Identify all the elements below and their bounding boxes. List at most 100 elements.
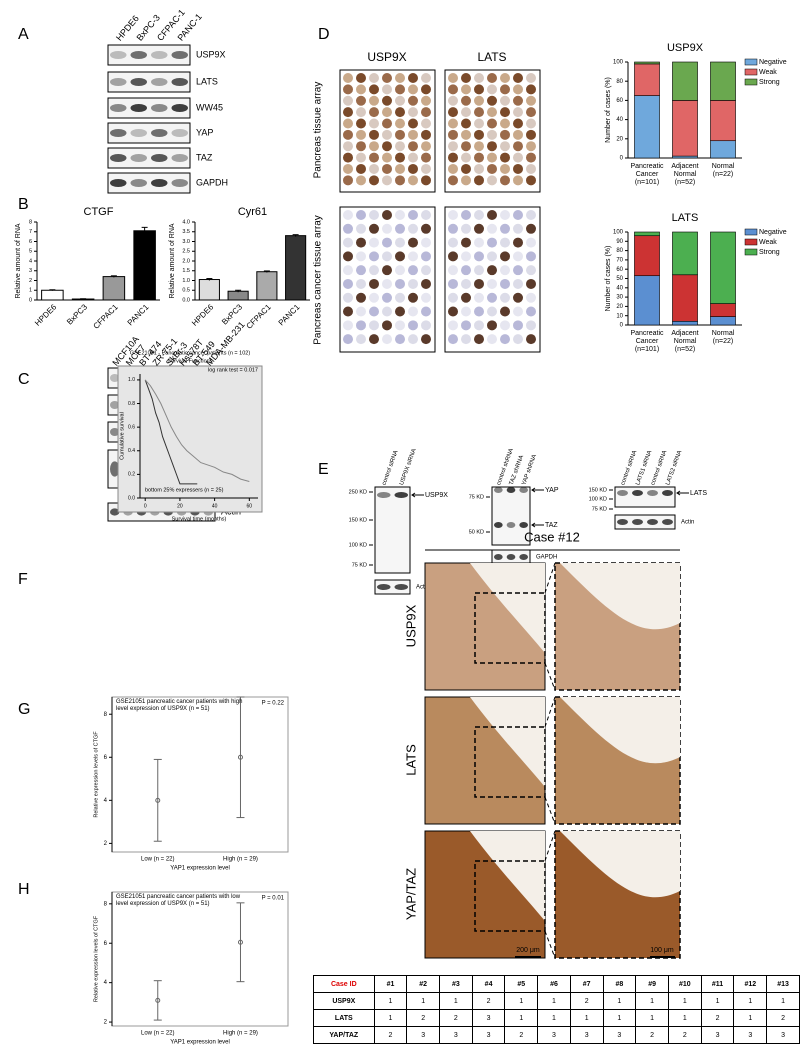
tissue-core	[487, 251, 497, 262]
bar	[41, 289, 64, 301]
tissue-core	[487, 73, 497, 83]
bar-segment	[710, 61, 736, 101]
y-tick-label: 2.5	[182, 249, 190, 255]
tissue-core	[487, 265, 497, 276]
legend-label: Negative	[759, 59, 787, 66]
y-tick-label: 1.0	[182, 278, 190, 284]
x-axis-label: YAP1 expression level	[170, 866, 230, 872]
tissue-core	[461, 129, 471, 140]
table-row: USP9X 1 1 1 2 1 1 2 1 1 1 1 1 1	[313, 992, 800, 1010]
tissue-core	[513, 152, 523, 163]
tissue-core	[421, 278, 431, 289]
x-tick-label: 0	[144, 503, 147, 509]
point	[237, 939, 243, 945]
bar	[133, 230, 156, 301]
tissue-core	[474, 292, 484, 303]
table-cell: #12	[733, 975, 768, 993]
tissue-core	[461, 73, 471, 83]
table-cell: 1	[537, 992, 571, 1010]
tissue-core	[421, 107, 431, 118]
x-tick-label: PANC1	[277, 302, 302, 327]
band	[506, 554, 516, 560]
table-cell: 1	[504, 992, 539, 1010]
y-tick-label: 40	[616, 117, 623, 123]
ihc-lumen	[560, 831, 680, 898]
tissue-core	[421, 129, 431, 140]
table-cell: #8	[602, 975, 637, 993]
tissue-core	[408, 306, 418, 317]
tissue-core	[487, 334, 497, 345]
scale-label: 200 μm	[516, 947, 540, 954]
blot	[107, 71, 191, 93]
blot	[491, 486, 531, 546]
tissue-core	[513, 95, 523, 106]
tissue-core	[343, 118, 353, 129]
tissue-core	[369, 306, 379, 317]
tissue-core	[343, 265, 353, 276]
table-cell: #2	[406, 975, 441, 993]
tissue-core	[526, 265, 536, 276]
x-tick-label: BxPC3	[65, 302, 89, 326]
chart-title: Cyr61	[238, 206, 267, 218]
marker-label: 150 KD	[349, 517, 367, 523]
y-tick-label: 7	[29, 229, 32, 235]
survival-line	[144, 379, 250, 482]
tissue-core	[500, 163, 510, 174]
tissue-core	[382, 251, 392, 262]
tissue-core	[382, 278, 392, 289]
legend-label: Weak	[759, 239, 777, 246]
band	[647, 519, 658, 525]
ihc-row-label: YAP/TAZ	[403, 868, 418, 920]
ihc-lumen	[470, 563, 545, 653]
y-tick-label: 0	[620, 323, 624, 329]
y-tick-label: 0.8	[128, 401, 135, 407]
y-tick-label: 20	[616, 136, 623, 142]
tissue-core	[395, 175, 405, 186]
tissue-core	[356, 210, 366, 220]
band	[519, 554, 529, 560]
blot	[107, 44, 191, 66]
panel-label: D	[318, 26, 330, 43]
tissue-core	[421, 334, 431, 345]
tissue-core	[369, 95, 379, 106]
table-row: Case ID #1 #2 #3 #4 #5 #6 #7 #8 #9 #10 #11 #12 #13	[313, 975, 800, 993]
bar-segment	[672, 231, 698, 276]
arrow	[676, 490, 689, 496]
tissue-core	[408, 152, 418, 163]
tissue-core	[395, 306, 405, 317]
legend-swatch	[744, 68, 758, 76]
y-axis-label: Cumulative survival	[119, 412, 125, 460]
x-tick-label: HPDE6	[33, 302, 59, 328]
table-cell: 2	[439, 1009, 473, 1027]
tissue-core	[448, 129, 458, 140]
tissue-core	[448, 118, 458, 129]
tissue-core	[474, 163, 484, 174]
tissue-core	[487, 141, 497, 152]
table-cell: 1	[733, 1009, 768, 1027]
band	[494, 554, 503, 560]
tissue-core	[474, 107, 484, 118]
tissue-core	[513, 129, 523, 140]
panel-label: E	[318, 461, 329, 478]
band	[394, 584, 408, 590]
y-tick-label: 4.0	[182, 219, 190, 225]
tissue-core	[513, 118, 523, 129]
tissue-core	[343, 251, 353, 262]
x-tick-label: PANC1	[126, 302, 151, 327]
tissue-core	[382, 84, 392, 95]
legend-label: Negative	[759, 229, 787, 236]
blot-label: GAPDH	[536, 555, 557, 561]
tissue-core	[421, 175, 431, 186]
tissue-core	[487, 223, 497, 234]
y-tick-label: 2	[104, 841, 108, 847]
band	[110, 51, 127, 59]
tissue-core	[487, 175, 497, 186]
table-cell: #6	[537, 975, 571, 993]
band	[617, 490, 628, 496]
tissue-core	[526, 152, 536, 163]
tissue-core	[369, 334, 379, 345]
tissue-core	[369, 320, 379, 331]
y-tick-label: 6	[104, 755, 108, 761]
tissue-core	[487, 118, 497, 129]
